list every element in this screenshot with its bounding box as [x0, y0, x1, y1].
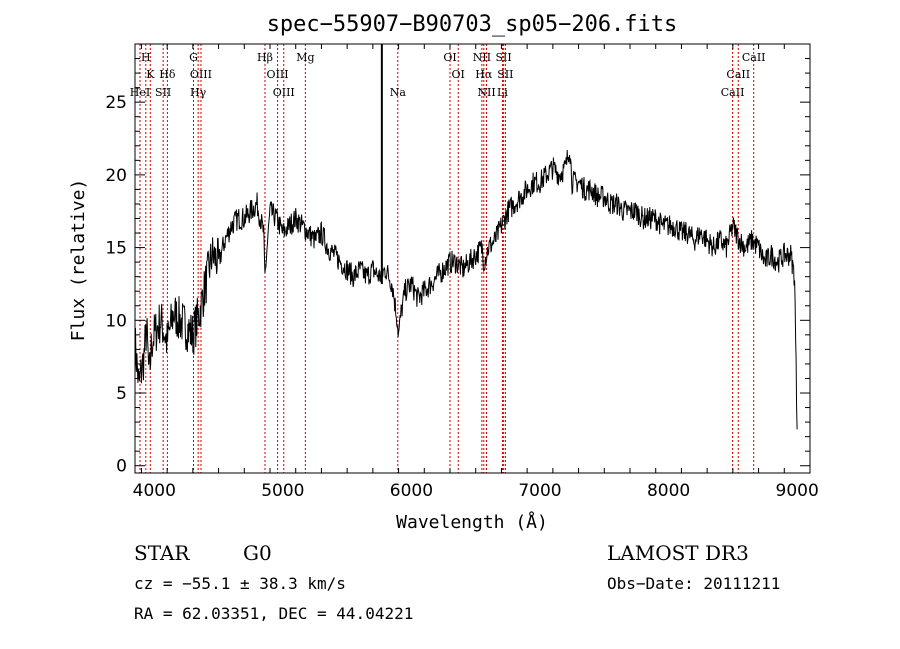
spectral-line-label: Na	[390, 86, 407, 99]
spectral-line-label: SII	[495, 51, 511, 64]
y-tick-label: 25	[105, 93, 127, 113]
spectral-line-label: Hα	[475, 68, 493, 81]
axis-ticks: 4000 5000 6000 7000 8000 9000 0 5 10 15 20 25	[105, 44, 819, 501]
spectral-line-label: HeI	[130, 86, 150, 99]
spectral-line-label: OIII	[267, 68, 289, 81]
spectral-line-label: Hβ	[257, 51, 273, 64]
spectral-line-label: OI	[452, 68, 465, 81]
x-tick-label: 9000	[776, 481, 819, 501]
spectrum-line	[134, 149, 798, 430]
obs-date-label: Obs−Date: 20111211	[607, 574, 780, 593]
spectral-line-label: OIII	[273, 86, 295, 99]
spectral-line-label: G	[189, 51, 198, 64]
survey-label: LAMOST DR3	[607, 541, 749, 565]
spectral-line-label: NII	[477, 86, 495, 99]
spectral-line-label: K	[146, 68, 155, 81]
x-tick-label: 4000	[133, 481, 176, 501]
spectral-line-label: Li	[497, 86, 508, 99]
spectral-line-label: H	[141, 51, 151, 64]
y-tick-label: 10	[105, 311, 127, 331]
radec-label: RA = 62.03351, DEC = 44.04221	[134, 604, 413, 623]
x-tick-label: 8000	[647, 481, 690, 501]
spectral-line-label: Mg	[296, 51, 314, 64]
plot-frame	[134, 43, 811, 474]
spectral-line-label: SII	[155, 86, 171, 99]
y-tick-label: 0	[116, 457, 127, 477]
chart-title: spec−55907−B90703_sp05−206.fits	[267, 12, 678, 37]
x-tick-label: 7000	[518, 481, 561, 501]
y-tick-label: 5	[116, 384, 127, 404]
spectral-line-label: CaII	[742, 51, 766, 64]
spectral-line-label: CaII	[726, 68, 750, 81]
y-axis-label: Flux (relative)	[68, 179, 89, 342]
spectral-line-label: CaII	[721, 86, 745, 99]
x-tick-label: 6000	[390, 481, 433, 501]
spectral-line-label: OI	[443, 51, 456, 64]
cz-label: cz = −55.1 ± 38.3 km/s	[134, 574, 346, 593]
x-tick-label: 5000	[261, 481, 304, 501]
spectral-line-label: Hγ	[190, 86, 207, 99]
emission-lines-layer: HK HeI SII Hδ G OIII Hγ Hβ OIII OIII Mg Na OI OI NII Hα…	[130, 44, 766, 473]
subclass-label: G0	[243, 541, 272, 565]
x-axis-label: Wavelength (Å)	[396, 511, 548, 533]
y-tick-label: 15	[105, 239, 127, 259]
spectral-line-label: NII	[473, 51, 491, 64]
y-tick-label: 20	[105, 166, 127, 186]
spectral-line-label: SII	[497, 68, 513, 81]
class-label: STAR	[134, 541, 190, 565]
spectral-line-label: Hδ	[159, 68, 176, 81]
spectral-line-label: OIII	[190, 68, 212, 81]
